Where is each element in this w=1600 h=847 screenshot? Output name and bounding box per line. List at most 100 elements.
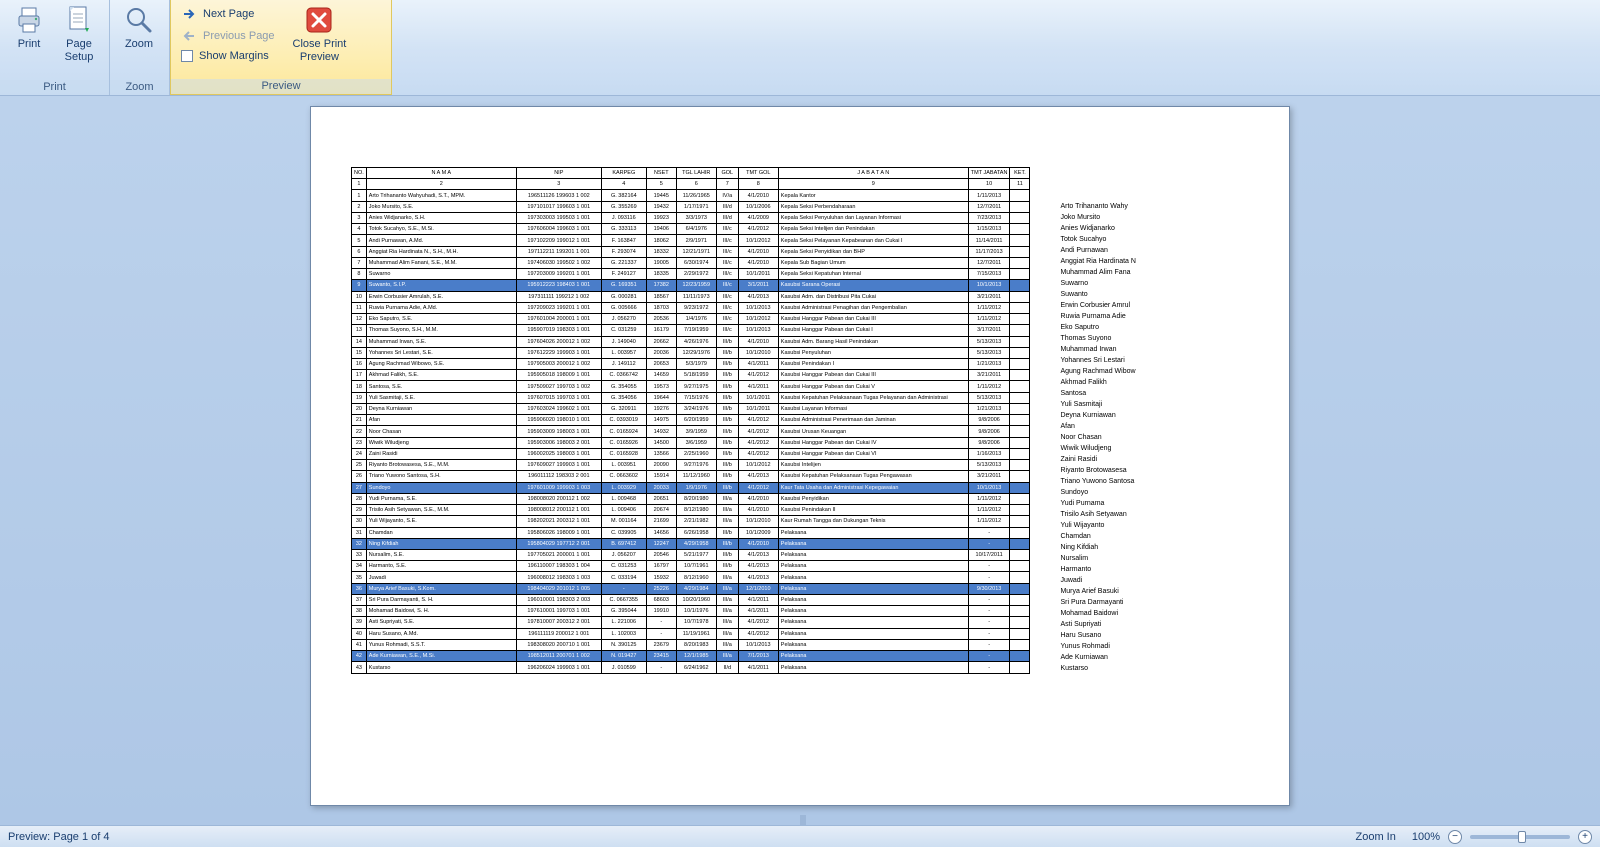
zoom-controls: Zoom In 100% − + bbox=[1356, 830, 1593, 844]
table-row: 38Mohamad Baidowi, S. H.197610001 199703… bbox=[352, 606, 1030, 617]
list-item: Santosa bbox=[1060, 388, 1136, 399]
table-header: TMT GOL bbox=[738, 168, 778, 179]
table-row: 29Trisilo Asih Setyawan, S.E., M.M.19800… bbox=[352, 505, 1030, 516]
list-item: Totok Sucahyo bbox=[1060, 234, 1136, 245]
ribbon-group-print: Print Page Setup Print bbox=[0, 0, 110, 95]
zoom-button[interactable]: Zoom bbox=[114, 2, 164, 53]
table-row: 43Kustarso196206024 199903 1 001J. 01059… bbox=[352, 662, 1030, 674]
table-row: 14Muhammad Irwan, S.E.197604026 200012 1… bbox=[352, 336, 1030, 347]
list-item: Anies Widjanarko bbox=[1060, 223, 1136, 234]
table-row: 15Yohannes Sri Lestari, S.E.197612229 19… bbox=[352, 347, 1030, 358]
list-item: Kustarso bbox=[1060, 663, 1136, 674]
table-header: NIP bbox=[516, 168, 601, 179]
list-item: Arto Trihananto Wahy bbox=[1060, 201, 1136, 212]
table-row: 11Ruwia Purnama Adie, A.Md.197209023 199… bbox=[352, 302, 1030, 313]
list-item: Yuli Wijayanto bbox=[1060, 520, 1136, 531]
table-row: 16Agung Rachmad Wibowo, S.E.197905003 20… bbox=[352, 358, 1030, 369]
list-item: Ning Kifdiah bbox=[1060, 542, 1136, 553]
table-header: NSET bbox=[646, 168, 676, 179]
table-row: 12Eko Saputro, S.E.197601004 200001 1 00… bbox=[352, 314, 1030, 325]
table-row: 22Noor Chasan195903009 198003 1 001C. 01… bbox=[352, 426, 1030, 437]
table-row: 3Anies Widjanarko, S.H.197303003 199503 … bbox=[352, 212, 1030, 223]
list-item: Afan bbox=[1060, 421, 1136, 432]
prev-page-label: Previous Page bbox=[203, 30, 275, 42]
table-row: 9Suwanto, S.I.P.195912223 198403 1 001G.… bbox=[352, 280, 1030, 291]
close-preview-button[interactable]: Close Print Preview bbox=[287, 2, 353, 66]
table-subheader: 9 bbox=[778, 179, 968, 190]
side-name-list: Arto Trihananto WahyJoko MursitoAnies Wi… bbox=[1060, 167, 1136, 674]
list-item: Thomas Suyono bbox=[1060, 333, 1136, 344]
list-item: Asti Supriyati bbox=[1060, 619, 1136, 630]
zoom-slider[interactable] bbox=[1470, 835, 1570, 839]
list-item: Sri Pura Darmayanti bbox=[1060, 597, 1136, 608]
zoom-out-button[interactable]: − bbox=[1448, 830, 1462, 844]
table-subheader: 6 bbox=[676, 179, 716, 190]
list-item: Wiwik Wiludjeng bbox=[1060, 443, 1136, 454]
list-item: Ruwia Purnama Adie bbox=[1060, 311, 1136, 322]
table-row: 1Arto Trihananto Wahyuhadi, S.T., MPM.19… bbox=[352, 190, 1030, 201]
arrow-right-icon bbox=[181, 6, 197, 22]
list-item: Muhammad Alim Fana bbox=[1060, 267, 1136, 278]
close-preview-label: Close Print Preview bbox=[293, 38, 347, 64]
table-row: 40Haru Susano, A.Md.196111119 200012 1 0… bbox=[352, 628, 1030, 639]
table-row: 19Yuli Sasmitaji, S.E.197607015 199703 1… bbox=[352, 392, 1030, 403]
table-subheader: 5 bbox=[646, 179, 676, 190]
list-item: Chamdan bbox=[1060, 531, 1136, 542]
list-item: Mohamad Baidowi bbox=[1060, 608, 1136, 619]
page-setup-button[interactable]: Page Setup bbox=[54, 2, 104, 66]
split-handle[interactable] bbox=[800, 815, 806, 825]
table-subheader: 8 bbox=[738, 179, 778, 190]
table-row: 6Anggiat Ria Hardinata N., S.H., M.H.197… bbox=[352, 246, 1030, 257]
ribbon-group-zoom-label: Zoom bbox=[110, 80, 169, 95]
list-item: Andi Purnawan bbox=[1060, 245, 1136, 256]
table-row: 20Deyna Kurniawan197603024 199602 1 001G… bbox=[352, 403, 1030, 414]
table-row: 25Riyanto Brotowasesa, S.E., M.M.1976090… bbox=[352, 460, 1030, 471]
table-header: GOL bbox=[716, 168, 738, 179]
table-row: 36Murya Arief Basuki, S.Kom.198404029 20… bbox=[352, 583, 1030, 594]
table-row: 23Wiwik Wiludjeng195903006 198003 2 001C… bbox=[352, 437, 1030, 448]
table-row: 17Akhmad Falikh, S.E.195905018 198009 1 … bbox=[352, 370, 1030, 381]
table-row: 33Nursalim, S.E.197705021 200001 1 001J.… bbox=[352, 549, 1030, 560]
magnifier-icon bbox=[123, 4, 155, 36]
status-bar: Preview: Page 1 of 4 Zoom In 100% − + bbox=[0, 825, 1600, 847]
table-subheader: 3 bbox=[516, 179, 601, 190]
checkbox-icon[interactable] bbox=[181, 50, 193, 62]
table-header: KET. bbox=[1010, 168, 1030, 179]
zoom-button-label: Zoom bbox=[125, 38, 153, 51]
close-icon bbox=[303, 4, 335, 36]
list-item: Yudi Purnama bbox=[1060, 498, 1136, 509]
table-row: 34Harmanto, S.E.196110007 198303 1 004C.… bbox=[352, 561, 1030, 572]
list-item: Eko Saputro bbox=[1060, 322, 1136, 333]
list-item: Zaini Rasidi bbox=[1060, 454, 1136, 465]
report-table: NO.N A M ANIPKARPEGNSETTGL LAHIRGOLTMT G… bbox=[351, 167, 1030, 674]
zoom-label: Zoom In bbox=[1356, 831, 1396, 843]
preview-workspace[interactable]: NO.N A M ANIPKARPEGNSETTGL LAHIRGOLTMT G… bbox=[0, 96, 1600, 825]
next-page-button[interactable]: Next Page bbox=[175, 4, 281, 24]
list-item: Harmanto bbox=[1060, 564, 1136, 575]
list-item: Trisilo Asih Setyawan bbox=[1060, 509, 1136, 520]
table-subheader: 1 bbox=[352, 179, 367, 190]
table-header: NO. bbox=[352, 168, 367, 179]
show-margins-toggle[interactable]: Show Margins bbox=[175, 48, 281, 64]
table-subheader: 7 bbox=[716, 179, 738, 190]
table-row: 41Yunus Rohmadi, S.S.T.198308020 200710 … bbox=[352, 639, 1030, 650]
ribbon-group-zoom: Zoom Zoom bbox=[110, 0, 170, 95]
list-item: Joko Mursito bbox=[1060, 212, 1136, 223]
table-row: 10Erwin Corbusier Amrulah, S.E.197311111… bbox=[352, 291, 1030, 302]
table-row: 8Suwarno197203009 199201 1 001F. 2491271… bbox=[352, 269, 1030, 280]
table-row: 26Triano Yuwono Santosa, S.H.196011112 1… bbox=[352, 471, 1030, 482]
list-item: Riyanto Brotowasesa bbox=[1060, 465, 1136, 476]
table-header: N A M A bbox=[366, 168, 516, 179]
next-page-label: Next Page bbox=[203, 8, 254, 20]
list-item: Ade Kurniawan bbox=[1060, 652, 1136, 663]
zoom-in-button[interactable]: + bbox=[1578, 830, 1592, 844]
arrow-left-icon bbox=[181, 28, 197, 44]
list-item: Nursalim bbox=[1060, 553, 1136, 564]
table-row: 27Sundoyo197601009 199903 1 003L. 003929… bbox=[352, 482, 1030, 493]
print-button[interactable]: Print bbox=[4, 2, 54, 53]
table-row: 21Afan195906020 198010 1 001C. 039301914… bbox=[352, 415, 1030, 426]
table-row: 2Joko Mursito, S.E.197101017 199603 1 00… bbox=[352, 201, 1030, 212]
table-header: TMT JABATAN bbox=[968, 168, 1010, 179]
table-row: 5Andi Purnawan, A.Md.197102209 199012 1 … bbox=[352, 235, 1030, 246]
zoom-percent: 100% bbox=[1412, 831, 1440, 843]
